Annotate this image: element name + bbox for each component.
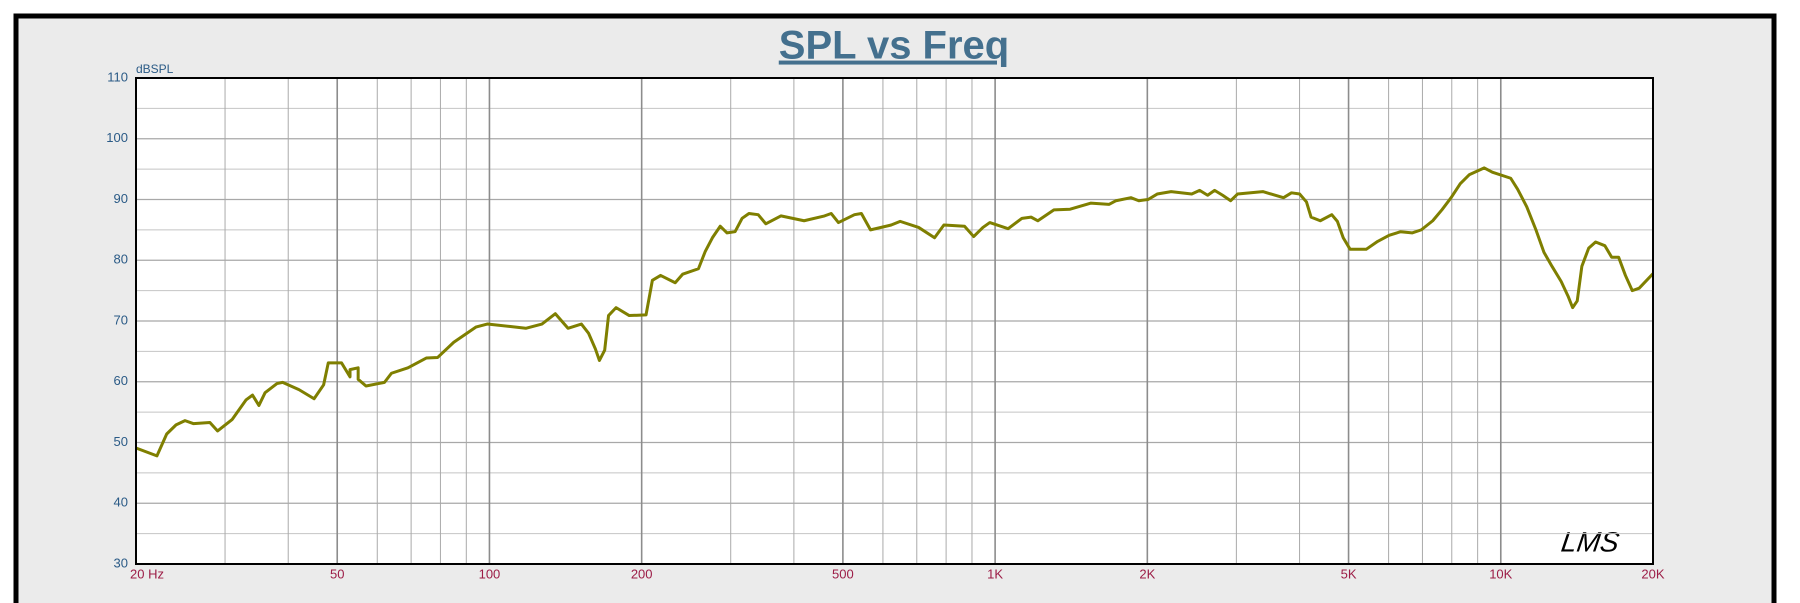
x-tick-label: 200 bbox=[631, 566, 653, 581]
y-tick-label: 110 bbox=[107, 69, 128, 84]
x-tick-label: 500 bbox=[832, 566, 854, 581]
x-tick-label: 1K bbox=[987, 566, 1003, 581]
x-tick-label: 10K bbox=[1489, 566, 1512, 581]
y-tick-label: 60 bbox=[114, 373, 128, 388]
logo: LMS bbox=[1559, 527, 1621, 558]
grid: 30 40 50 60 70 80 90 100 110 20 Hz 50 100 200 500 1K 2K… bbox=[106, 69, 1665, 581]
y-axis-label: dBSPL bbox=[136, 62, 174, 76]
chart-title: SPL vs Freq bbox=[779, 24, 1009, 68]
x-tick-label: 2K bbox=[1139, 566, 1155, 581]
x-tick-label: 5K bbox=[1341, 566, 1357, 581]
x-tick-label: 100 bbox=[479, 566, 501, 581]
x-tick-label: 20K bbox=[1641, 566, 1664, 581]
series-line bbox=[135, 166, 1655, 458]
y-tick-label: 90 bbox=[114, 191, 128, 206]
x-tick-label: 20 Hz bbox=[130, 566, 164, 581]
y-tick-label: 70 bbox=[114, 312, 128, 327]
x-tick-label: 50 bbox=[330, 566, 344, 581]
marks bbox=[135, 166, 1655, 458]
y-tick-label: 50 bbox=[114, 434, 128, 449]
y-tick-label: 80 bbox=[114, 252, 128, 267]
y-tick-label: 100 bbox=[106, 130, 128, 145]
y-tick-label: 40 bbox=[114, 495, 128, 510]
plot-border bbox=[135, 77, 1654, 565]
y-tick-label: 30 bbox=[114, 555, 128, 570]
